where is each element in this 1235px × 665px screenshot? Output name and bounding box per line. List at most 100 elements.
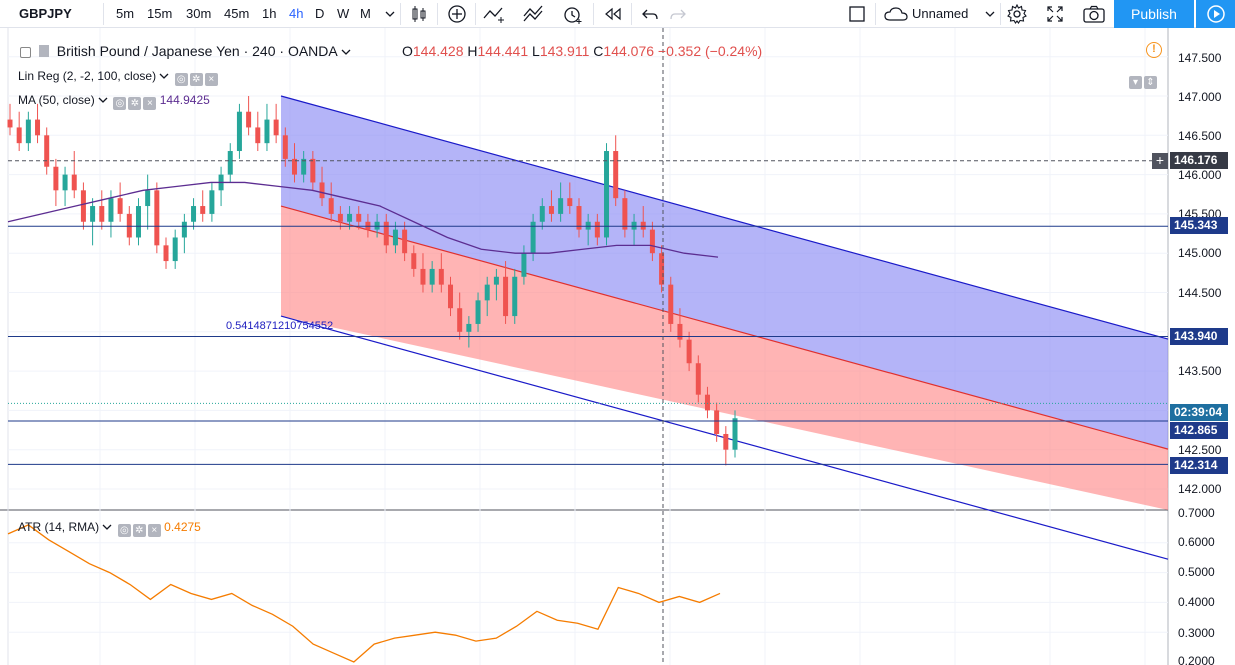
- close-icon[interactable]: ×: [147, 524, 161, 537]
- interval-5m[interactable]: 5m: [116, 6, 135, 21]
- layout-name[interactable]: Unnamed: [912, 6, 969, 21]
- candle-body: [484, 284, 490, 301]
- atr-legend[interactable]: ATR (14, RMA) ◎ ✲ × 0.4275: [18, 520, 201, 537]
- interval-45m[interactable]: 45m: [224, 6, 250, 21]
- ma-legend[interactable]: MA (50, close) ◎ ✲ × 144.9425: [18, 93, 210, 110]
- gear-icon[interactable]: ✲: [128, 97, 142, 110]
- candle-body: [604, 151, 610, 238]
- candle: [319, 166, 325, 207]
- axis-label: 146.500: [1178, 129, 1222, 143]
- candle: [35, 103, 41, 144]
- gear-icon[interactable]: ✲: [189, 73, 203, 86]
- candles-icon[interactable]: [407, 3, 431, 25]
- candle-body: [99, 206, 105, 222]
- interval-30m[interactable]: 30m: [186, 6, 212, 21]
- candle: [723, 426, 729, 466]
- chevron-down-icon[interactable]: [378, 3, 402, 25]
- cloud-icon[interactable]: [884, 3, 908, 25]
- collapse-icon[interactable]: [20, 47, 31, 58]
- chevron-down-icon[interactable]: [159, 69, 169, 83]
- candle: [484, 276, 490, 317]
- chevron-down-icon[interactable]: [341, 43, 351, 59]
- candle-body: [659, 253, 665, 285]
- eye-icon[interactable]: ◎: [113, 97, 127, 110]
- play-icon[interactable]: [1196, 0, 1235, 28]
- gear-icon[interactable]: ✲: [132, 524, 146, 537]
- alert-icon[interactable]: [561, 3, 585, 25]
- warning-icon[interactable]: !: [1146, 42, 1162, 58]
- close-icon[interactable]: ×: [143, 97, 157, 110]
- candle-body: [383, 221, 389, 246]
- candle-body: [301, 158, 307, 175]
- candle: [429, 261, 435, 293]
- close-label: C: [593, 43, 604, 59]
- toolbar-divider: [400, 3, 401, 25]
- candle: [356, 206, 362, 230]
- crosshair-price-tag: 146.176: [1170, 152, 1228, 169]
- candle: [273, 103, 279, 144]
- indicators-icon[interactable]: [482, 3, 506, 25]
- candle: [448, 276, 454, 317]
- candle: [200, 190, 206, 222]
- candle-body: [558, 198, 564, 214]
- candle: [117, 182, 123, 222]
- candle: [365, 213, 371, 238]
- candle-body: [594, 221, 600, 238]
- move-pane-icon[interactable]: ⇕: [1144, 76, 1157, 89]
- camera-icon[interactable]: [1082, 3, 1106, 25]
- flag-icon: [38, 45, 49, 57]
- settings-icon[interactable]: [1005, 3, 1029, 25]
- atr-axis-label: 0.6000: [1178, 535, 1215, 549]
- redo-icon[interactable]: [666, 3, 690, 25]
- candle-body: [503, 276, 509, 317]
- collapse-pane-icon[interactable]: ▾: [1129, 76, 1142, 89]
- linreg-legend[interactable]: Lin Reg (2, -2, 100, close) ◎ ✲ ×: [18, 69, 218, 86]
- interval-4h[interactable]: 4h: [289, 6, 304, 21]
- candles: [7, 96, 738, 466]
- line-price-tag: 145.343: [1170, 217, 1228, 234]
- candle-body: [732, 418, 738, 450]
- undo-icon[interactable]: [638, 3, 662, 25]
- candle: [512, 268, 518, 324]
- chevron-down-icon[interactable]: [98, 93, 108, 107]
- interval-d[interactable]: D: [315, 6, 325, 21]
- candle-body: [576, 206, 582, 230]
- candle-body: [668, 284, 674, 324]
- interval-w[interactable]: W: [337, 6, 350, 21]
- interval-m[interactable]: M: [360, 6, 371, 21]
- candle-body: [704, 394, 710, 411]
- candle: [172, 229, 178, 269]
- eye-icon[interactable]: ◎: [117, 524, 131, 537]
- close-icon[interactable]: ×: [204, 73, 218, 86]
- axis-label: 147.000: [1178, 90, 1222, 104]
- interval-1h[interactable]: 1h: [262, 6, 277, 21]
- add-icon[interactable]: [445, 3, 469, 25]
- chevron-down-icon[interactable]: [102, 520, 112, 534]
- templates-icon[interactable]: [522, 3, 546, 25]
- interval-15m[interactable]: 15m: [147, 6, 173, 21]
- chevron-down-icon[interactable]: [978, 3, 1002, 25]
- candle: [135, 198, 141, 246]
- candle-body: [126, 213, 132, 238]
- candle: [301, 151, 307, 183]
- symbol-button[interactable]: GBPJPY: [19, 6, 72, 21]
- candle-body: [319, 182, 325, 199]
- candle: [503, 261, 509, 324]
- candle: [677, 308, 683, 348]
- toolbar-divider: [475, 3, 476, 25]
- publish-button[interactable]: Publish: [1114, 0, 1194, 28]
- replay-icon[interactable]: [601, 3, 625, 25]
- candle-body: [53, 166, 59, 191]
- add-alert-icon[interactable]: +: [1152, 153, 1168, 169]
- price-chart[interactable]: [0, 28, 1235, 665]
- fullscreen-icon[interactable]: [1043, 3, 1067, 25]
- square-icon[interactable]: [845, 3, 869, 25]
- eye-icon[interactable]: ◎: [174, 73, 188, 86]
- axis-label: 0.7000: [1178, 506, 1215, 520]
- lower-channel-band: [281, 206, 1168, 511]
- candle-body: [567, 198, 573, 207]
- candle-body: [521, 253, 527, 277]
- candle-body: [7, 119, 13, 128]
- candle-body: [356, 213, 362, 222]
- candle: [236, 103, 242, 159]
